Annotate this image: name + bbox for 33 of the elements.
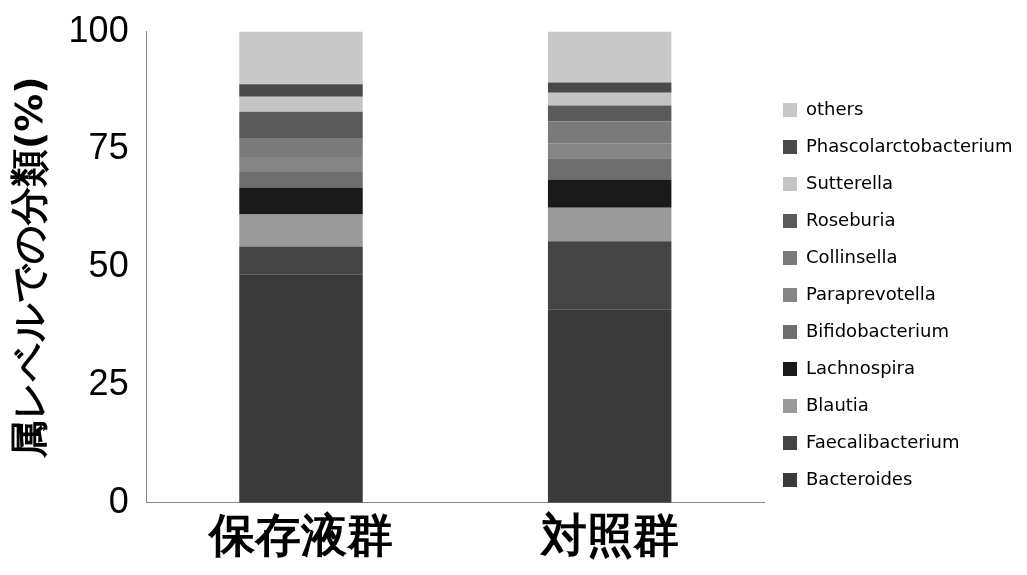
legend-label: Paraprevotella <box>806 282 936 304</box>
bar <box>547 92 672 106</box>
bar <box>547 207 672 242</box>
bar <box>239 111 363 139</box>
y-tick-label: 0 <box>108 479 129 521</box>
bar <box>239 172 363 188</box>
legend-label: others <box>806 97 864 119</box>
bar <box>239 31 363 85</box>
x-tick-label: 保存液群 <box>207 508 393 563</box>
legend-label: Blautia <box>806 393 869 415</box>
bar <box>239 84 363 97</box>
legend-label: Sutterella <box>806 171 894 193</box>
legend-label: Roseburia <box>806 208 896 230</box>
y-tick-label: 50 <box>88 244 129 286</box>
bar <box>239 96 363 112</box>
y-axis-title: 属レベルでの分類(%) <box>6 76 51 460</box>
y-tick-label: 100 <box>68 8 129 50</box>
y-tick-label: 25 <box>88 361 129 403</box>
legend-label: Bifidobacterium <box>806 319 949 341</box>
bar <box>547 179 672 208</box>
bar <box>547 158 672 180</box>
bar <box>547 82 672 93</box>
y-tick-label: 75 <box>88 126 129 168</box>
legend-label: Collinsella <box>806 245 898 267</box>
bar <box>547 105 672 122</box>
legend-label: Faecalibacterium <box>806 430 960 452</box>
bar <box>239 214 363 247</box>
legend-label: Lachnospira <box>806 356 916 378</box>
legend-label: Phascolarctobacterium <box>806 134 1013 156</box>
x-tick-label: 対照群 <box>538 508 679 563</box>
legend-label: Bacteroides <box>806 467 913 489</box>
bar <box>547 31 672 83</box>
bar <box>239 187 363 215</box>
